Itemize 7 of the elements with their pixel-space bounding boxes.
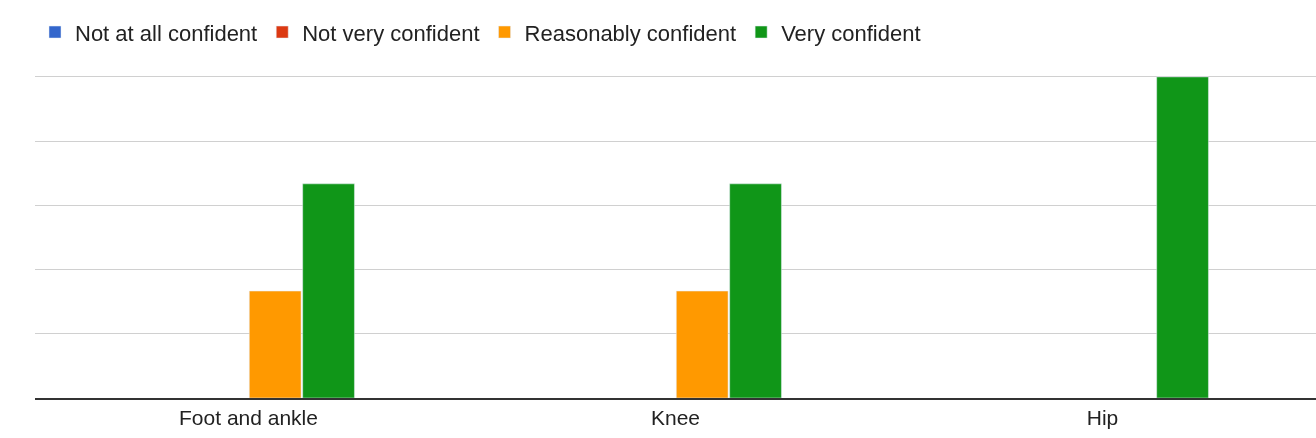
x-tick-label: Hip [1086, 406, 1119, 430]
legend-label: Reasonably confident [524, 20, 737, 46]
legend-label: Not very confident [302, 20, 480, 46]
legend-label: Not at all confident [75, 20, 258, 46]
x-tick-label: Foot and ankle [179, 406, 318, 430]
x-tick-label: Knee [650, 406, 701, 430]
legend-label: Very confident [781, 20, 921, 46]
